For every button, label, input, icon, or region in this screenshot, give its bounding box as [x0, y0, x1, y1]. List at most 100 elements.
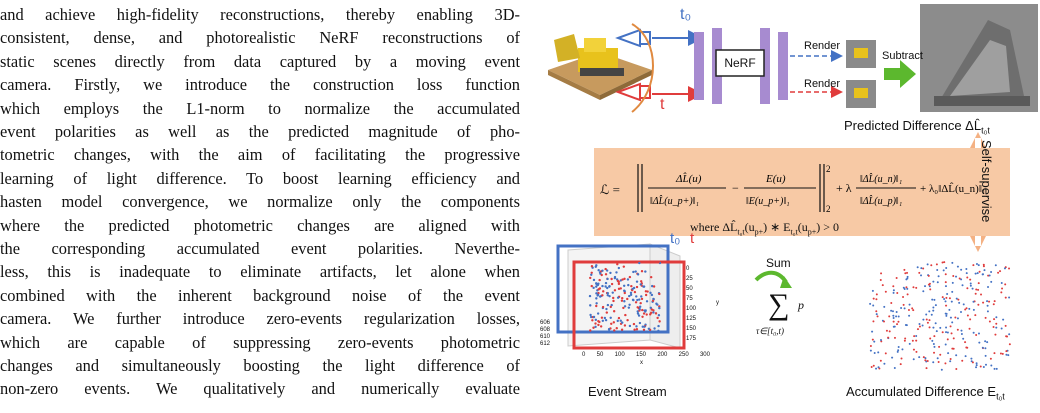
accumulated-event-point — [869, 349, 872, 352]
accumulated-event-point — [884, 290, 887, 293]
event-point — [635, 285, 639, 289]
event-point — [641, 308, 644, 312]
event-point — [635, 295, 638, 298]
accumulated-event-point — [995, 322, 998, 325]
body-text-line: combined with the inherent background no… — [0, 285, 520, 305]
accumulated-event-point — [883, 362, 886, 365]
body-text-line: less, this is inadequate to eliminate ar… — [0, 262, 520, 282]
event-point — [594, 318, 598, 322]
accumulated-event-point — [892, 289, 895, 292]
stream-y-ticks: 0 25 50 75 100 125 150 175 — [686, 264, 696, 344]
accumulated-event-point — [932, 342, 935, 345]
event-point — [649, 291, 652, 295]
event-point — [644, 293, 648, 297]
event-point — [632, 322, 636, 326]
accumulated-event-point — [944, 285, 947, 288]
accumulated-event-point — [990, 271, 993, 274]
accumulated-event-point — [938, 345, 941, 348]
accumulated-event-point — [897, 320, 900, 323]
accumulated-event-point — [915, 334, 918, 337]
accumulated-event-point — [949, 316, 952, 319]
accumulated-event-point — [990, 364, 993, 367]
accumulated-event-point — [884, 352, 887, 355]
event-point — [636, 273, 640, 276]
accumulated-event-point — [903, 339, 906, 342]
stream-x-tick: 300 — [699, 352, 710, 358]
event-point — [604, 285, 607, 288]
accumulated-event-point — [905, 286, 908, 289]
accumulated-event-point — [906, 287, 909, 290]
body-text-line: learning of light difference. To boost l… — [0, 168, 520, 188]
accumulated-event-point — [940, 368, 943, 371]
event-point — [612, 310, 616, 313]
accumulated-event-point — [893, 336, 896, 339]
loss-where-clause: where ΔL̂t₀t(up+) ∗ Et₀t(up+) > 0 — [690, 220, 840, 237]
method-figure: t₀ t NeRF Render Render Subtract Predict… — [540, 0, 1040, 408]
event-point — [653, 327, 656, 330]
event-point — [640, 270, 644, 273]
stream-x-ticks: 0 50 100 150 200 250 300 — [582, 352, 710, 358]
event-point — [592, 315, 596, 319]
accumulated-event-point — [936, 357, 939, 360]
accumulated-event-point — [900, 357, 903, 360]
event-point — [644, 290, 648, 293]
accumulated-event-point — [1008, 333, 1011, 336]
accumulated-event-point — [997, 271, 1000, 274]
accumulated-event-point — [928, 285, 931, 288]
svg-text:E(u): E(u) — [765, 173, 786, 185]
subtract-label: Subtract — [882, 50, 923, 62]
accumulated-event-point — [871, 330, 874, 333]
event-point — [638, 321, 642, 325]
accumulated-event-point — [904, 323, 907, 326]
camera-t0-icon — [615, 28, 704, 48]
accumulated-event-point — [928, 319, 931, 322]
accumulated-event-point — [883, 305, 886, 308]
stream-y-tick: 25 — [686, 276, 693, 282]
event-point — [611, 291, 614, 294]
accumulated-event-point — [949, 358, 952, 361]
event-point — [642, 285, 645, 288]
event-point — [613, 289, 617, 292]
event-point — [613, 276, 617, 280]
event-point — [652, 285, 656, 288]
event-point — [632, 298, 635, 302]
accumulated-event-point — [944, 312, 947, 315]
event-point — [595, 285, 598, 288]
accumulated-event-point — [915, 286, 918, 289]
accumulated-event-point — [1003, 267, 1006, 270]
event-point — [608, 285, 611, 288]
accumulated-event-point — [941, 296, 944, 299]
event-point — [590, 284, 593, 288]
accumulated-event-point — [978, 270, 981, 273]
accumulated-event-point — [941, 331, 944, 334]
event-point — [640, 295, 643, 298]
event-point — [604, 273, 608, 276]
accumulated-event-point — [993, 367, 996, 370]
stream-label-t0: t₀ — [670, 230, 681, 247]
accumulated-event-point — [885, 329, 888, 332]
accumulated-event-point — [931, 298, 934, 301]
accumulated-event-point — [907, 308, 910, 311]
stream-y-tick: 175 — [686, 336, 697, 342]
event-point — [626, 318, 629, 322]
accumulated-event-point — [887, 336, 890, 339]
event-point — [644, 309, 647, 312]
svg-text:‖ΔL̂(u_n)‖₁: ‖ΔL̂(u_n)‖₁ — [860, 172, 902, 185]
accumulated-event-point — [918, 325, 921, 328]
accumulated-event-point — [975, 364, 978, 367]
stream-x-tick: 200 — [657, 352, 668, 358]
accumulated-event-point — [906, 293, 909, 296]
stream-x-axis-label: x — [640, 360, 643, 366]
accumulated-event-point — [892, 314, 895, 317]
accumulated-event-point — [959, 310, 962, 313]
accumulated-event-point — [925, 367, 928, 370]
event-point — [627, 306, 631, 309]
accumulated-event-point — [947, 352, 950, 355]
accumulated-event-point — [908, 303, 911, 306]
accumulated-event-point — [977, 288, 980, 291]
event-point — [623, 291, 626, 295]
label-t: t — [660, 96, 665, 113]
event-point — [641, 325, 644, 328]
event-stream-caption: Event Stream — [588, 384, 667, 399]
event-point — [612, 299, 615, 303]
